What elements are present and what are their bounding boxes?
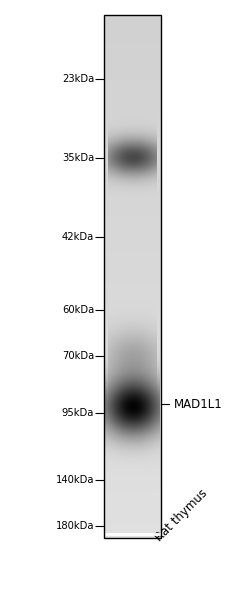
Text: 180kDa: 180kDa [56, 521, 94, 531]
Text: 60kDa: 60kDa [62, 305, 94, 315]
Text: 95kDa: 95kDa [62, 409, 94, 418]
Text: 23kDa: 23kDa [62, 74, 94, 84]
Text: Rat thymus: Rat thymus [153, 487, 211, 544]
Text: 140kDa: 140kDa [56, 475, 94, 485]
Text: 70kDa: 70kDa [62, 351, 94, 361]
Text: MAD1L1: MAD1L1 [174, 398, 222, 411]
Text: 35kDa: 35kDa [62, 153, 94, 163]
Text: 42kDa: 42kDa [62, 232, 94, 242]
